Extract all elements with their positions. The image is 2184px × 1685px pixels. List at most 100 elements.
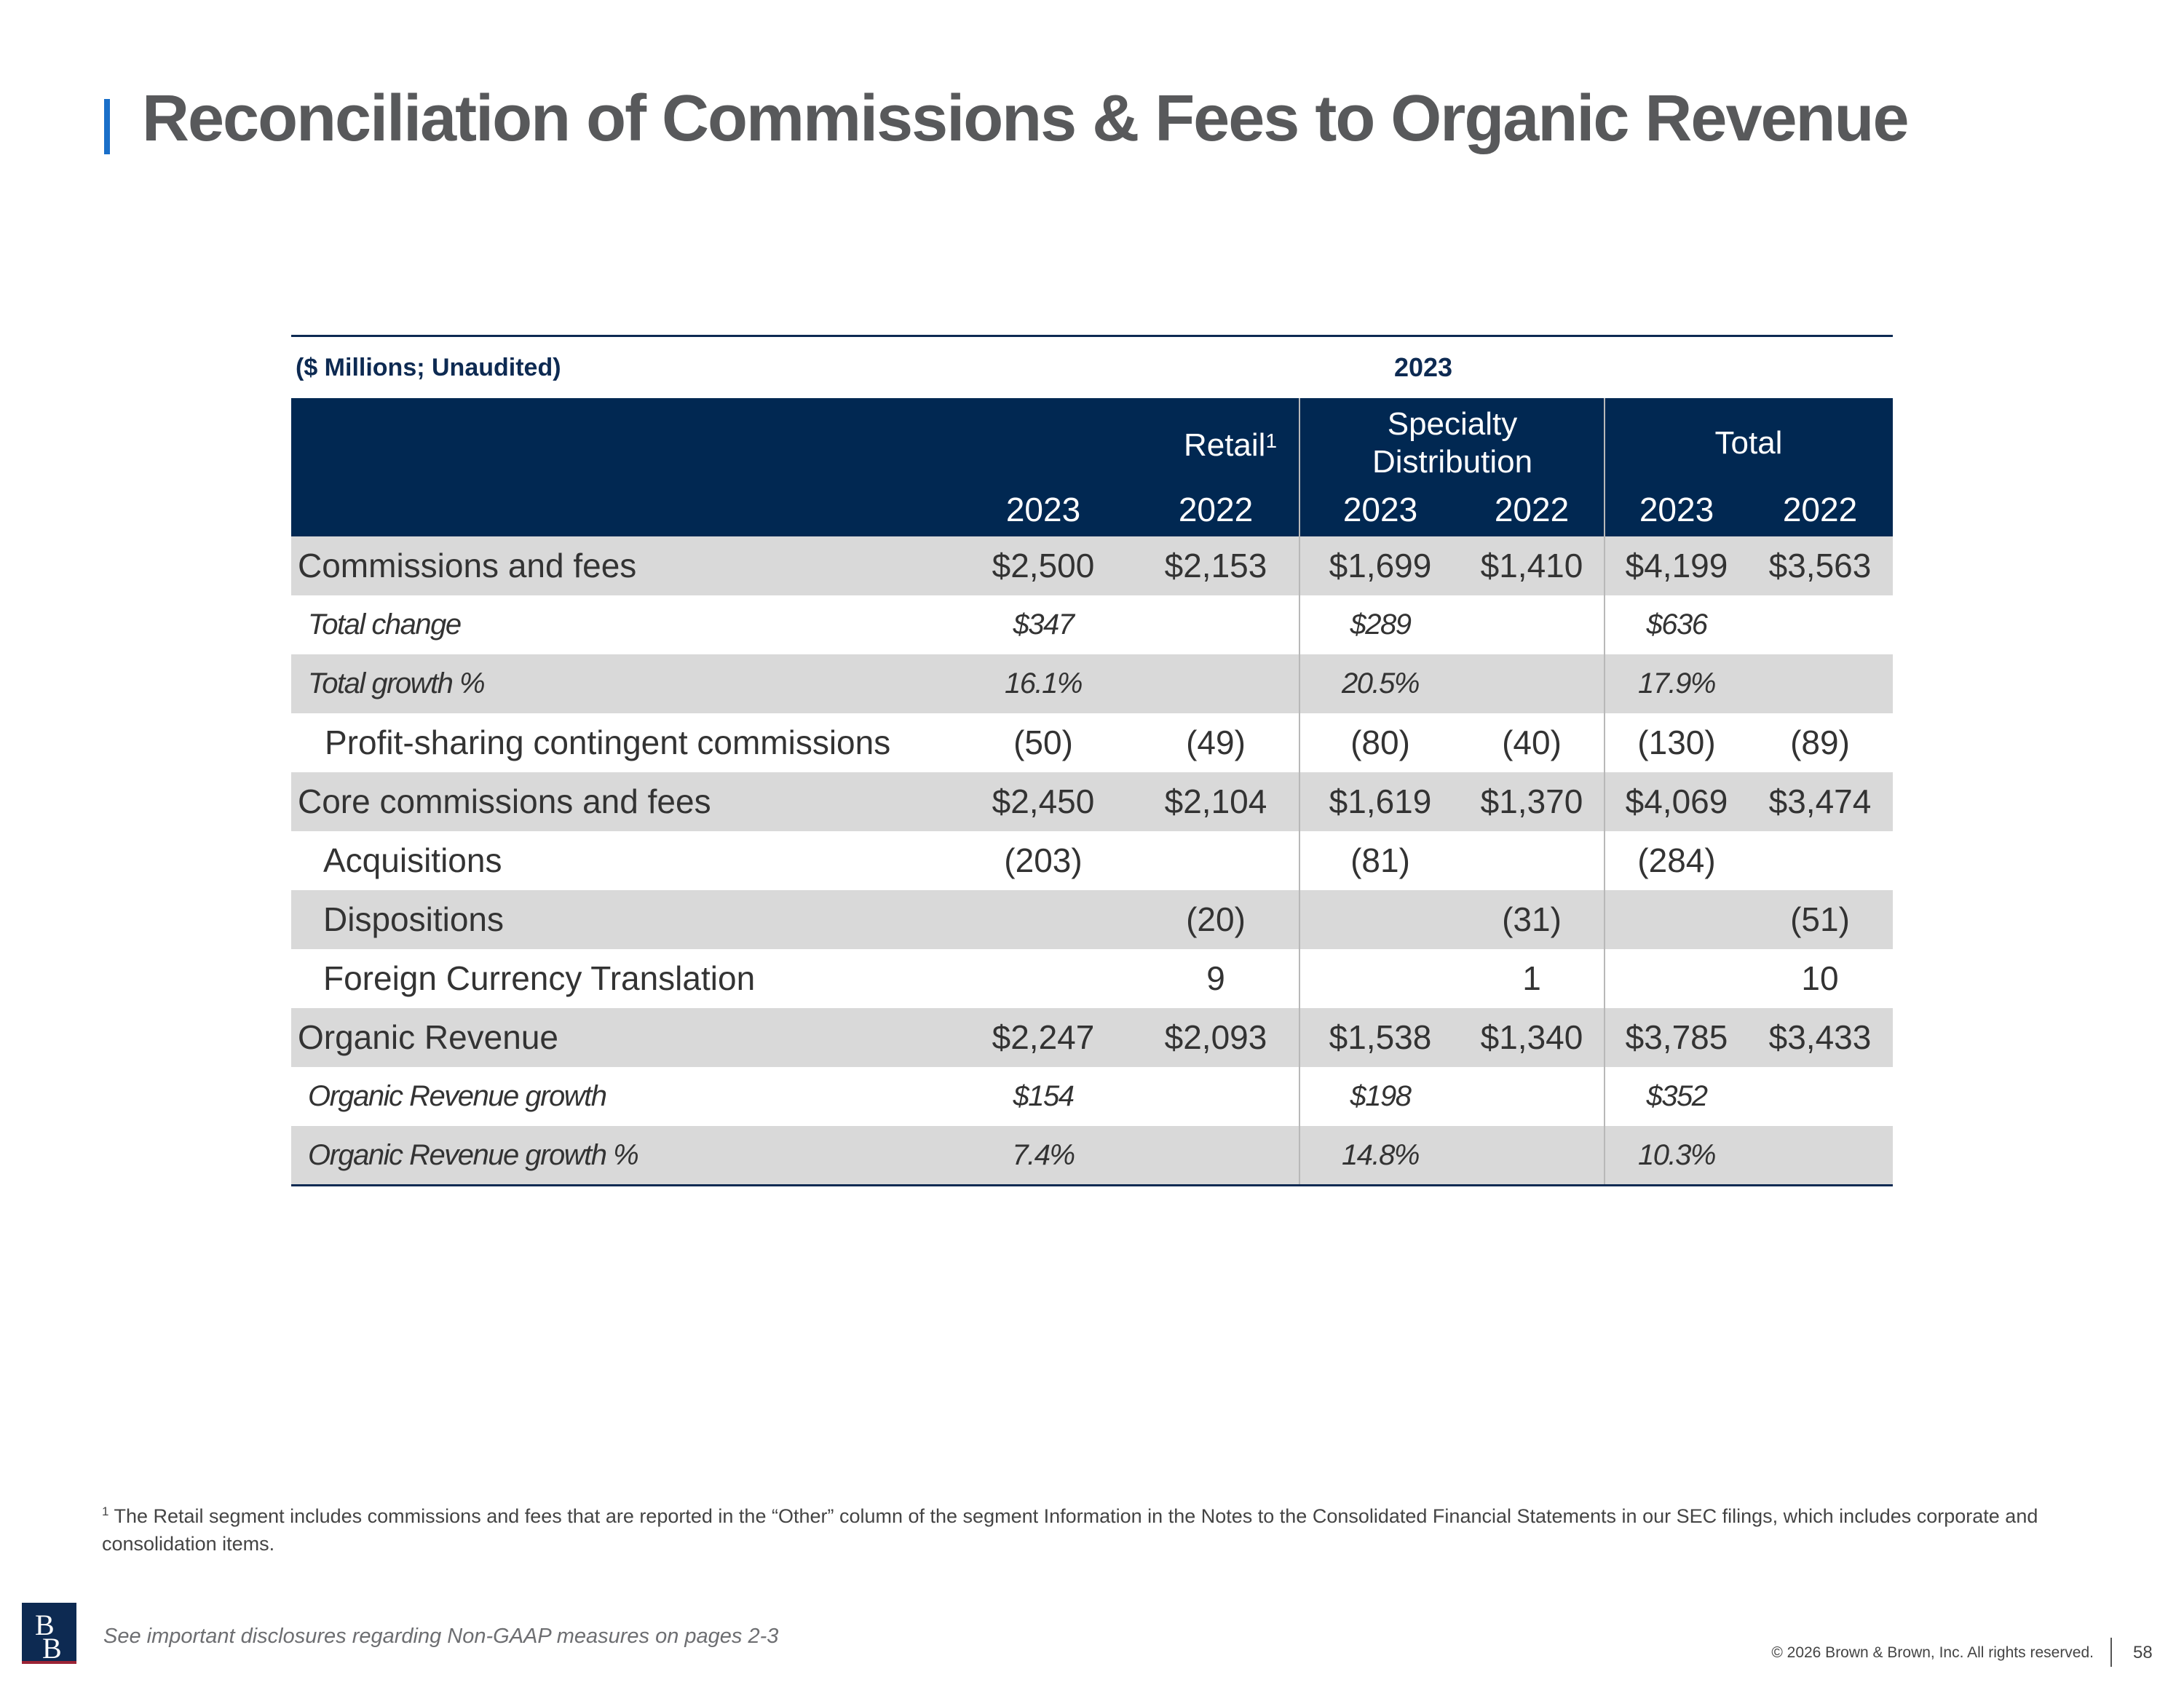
- cell-value: 14.8%: [1342, 1139, 1420, 1171]
- table-body: Commissions and fees $2,500 $2,153 $1,699 $1…: [291, 536, 1893, 1185]
- brown-and-brown-logo: B B: [22, 1603, 76, 1665]
- table-row: Dispositions (20) (31) (51): [291, 890, 1893, 949]
- table-row: Commissions and fees $2,500 $2,153 $1,699 $1…: [291, 536, 1893, 595]
- non-gaap-disclosure: See important disclosures regarding Non-…: [103, 1625, 779, 1648]
- group-label: Specialty: [1387, 406, 1518, 442]
- cell-value: $4,199: [1625, 547, 1728, 584]
- cell-value: 10.3%: [1638, 1139, 1716, 1171]
- title-accent-bar: [104, 99, 110, 154]
- cell-value: (203): [1004, 841, 1083, 879]
- cell-value: $2,500: [992, 547, 1095, 584]
- table-row: Profit-sharing contingent commissions (50…: [291, 713, 1893, 772]
- cell-value: 17.9%: [1638, 667, 1716, 699]
- year-col: 2023: [1342, 491, 1418, 528]
- table-row: Acquisitions (203) (81) (284): [291, 831, 1893, 890]
- group-label: Total: [1714, 425, 1783, 461]
- cell-value: (130): [1637, 723, 1716, 761]
- cell-value: $4,069: [1625, 782, 1728, 820]
- row-label: Organic Revenue growth: [308, 1080, 607, 1112]
- footnote: 1 The Retail segment includes commission…: [102, 1498, 2068, 1558]
- cell-value: (31): [1502, 900, 1562, 938]
- cell-value: $198: [1350, 1080, 1412, 1112]
- cell-value: $2,104: [1164, 782, 1267, 820]
- cell-value: $154: [1013, 1080, 1075, 1112]
- cell-value: $1,619: [1329, 782, 1432, 820]
- footnote-mark: 1: [102, 1504, 109, 1518]
- row-label: Organic Revenue: [298, 1018, 558, 1056]
- cell-value: $1,340: [1480, 1018, 1583, 1056]
- row-label: Profit-sharing contingent commissions: [325, 723, 891, 761]
- group-retail: Retail 1: [1019, 398, 1441, 493]
- cell-value: $1,370: [1480, 782, 1583, 820]
- year-col: 2022: [1494, 491, 1570, 528]
- year-header: 2023: [1393, 352, 1453, 382]
- row-label: Organic Revenue growth %: [308, 1139, 639, 1171]
- year-col: 2022: [1782, 491, 1858, 528]
- cell-value: 20.5%: [1342, 667, 1420, 699]
- cell-value: 9: [1206, 959, 1225, 997]
- table-top-rule: [291, 335, 1893, 337]
- cell-value: $3,563: [1768, 547, 1872, 584]
- cell-value: 10: [1801, 959, 1839, 997]
- svg-text:B: B: [35, 1609, 55, 1641]
- page-number: 58: [2133, 1643, 2153, 1662]
- cell-value: (50): [1013, 723, 1073, 761]
- table-bottom-rule: [291, 1184, 1893, 1186]
- year-col: 2022: [1178, 491, 1254, 528]
- cell-value: 7.4%: [1012, 1139, 1075, 1171]
- table-row: Foreign Currency Translation 9 1 10: [291, 949, 1893, 1008]
- cell-value: (40): [1502, 723, 1562, 761]
- units-label: ($ Millions; Unaudited): [296, 354, 561, 381]
- cell-value: $3,785: [1625, 1018, 1728, 1056]
- group-total: Total: [1605, 424, 1893, 462]
- page-title: Reconciliation of Commissions & Fees to …: [142, 82, 1910, 155]
- cell-value: $352: [1646, 1080, 1708, 1112]
- cell-value: $3,474: [1768, 782, 1872, 820]
- row-label: Commissions and fees: [298, 547, 637, 584]
- cell-value: $289: [1350, 608, 1412, 641]
- table-row: Organic Revenue $2,247 $2,093 $1,538 $1,340 $…: [291, 1008, 1893, 1067]
- row-label: Total growth %: [308, 667, 486, 699]
- cell-value: $1,699: [1329, 547, 1432, 584]
- logo-icon: B B: [35, 1609, 62, 1665]
- cell-value: (20): [1186, 900, 1246, 938]
- table-row: Organic Revenue growth $154 $198 $352: [291, 1067, 1893, 1126]
- cell-value: (49): [1186, 723, 1246, 761]
- table-row: Core commissions and fees $2,450 $2,104 $1,…: [291, 772, 1893, 831]
- row-label: Foreign Currency Translation: [323, 959, 756, 997]
- column-divider: [1604, 398, 1605, 1184]
- cell-value: 16.1%: [1005, 667, 1083, 699]
- cell-value: $2,153: [1164, 547, 1267, 584]
- table-row: Total growth % 16.1% 20.5% 17.9%: [291, 654, 1893, 713]
- group-specialty-distribution: Specialty Distribution: [1299, 405, 1605, 481]
- footnote-mark: 1: [1265, 429, 1278, 452]
- cell-value: (81): [1350, 841, 1410, 879]
- year-col: 2023: [1005, 491, 1081, 528]
- row-label: Total change: [308, 608, 462, 641]
- cell-value: (284): [1637, 841, 1716, 879]
- row-label: Core commissions and fees: [298, 782, 711, 820]
- cell-value: (51): [1790, 900, 1850, 938]
- group-label-line2: Distribution: [1372, 444, 1533, 480]
- footer-divider: [2110, 1638, 2112, 1667]
- table-header: Retail 1 Specialty Distribution Total 202…: [291, 398, 1893, 536]
- table-row: Organic Revenue growth % 7.4% 14.8% 10.3%: [291, 1126, 1893, 1185]
- group-label: Retail: [1183, 427, 1266, 463]
- cell-value: $347: [1013, 608, 1075, 641]
- cell-value: $2,450: [992, 782, 1095, 820]
- svg-text:B: B: [42, 1632, 62, 1661]
- year-col: 2023: [1639, 491, 1714, 528]
- cell-value: (89): [1790, 723, 1850, 761]
- footnote-text: The Retail segment includes commissions …: [102, 1505, 2038, 1555]
- cell-value: (80): [1350, 723, 1410, 761]
- cell-value: $2,093: [1164, 1018, 1267, 1056]
- cell-value: 1: [1522, 959, 1541, 997]
- table-row: Total change $347 $289 $636: [291, 595, 1893, 654]
- row-label: Acquisitions: [323, 841, 502, 879]
- copyright: © 2026 Brown & Brown, Inc. All rights re…: [1771, 1644, 2094, 1661]
- column-divider: [1299, 398, 1300, 1184]
- row-label: Dispositions: [323, 900, 504, 938]
- cell-value: $636: [1646, 608, 1708, 641]
- cell-value: $1,538: [1329, 1018, 1432, 1056]
- cell-value: $3,433: [1768, 1018, 1872, 1056]
